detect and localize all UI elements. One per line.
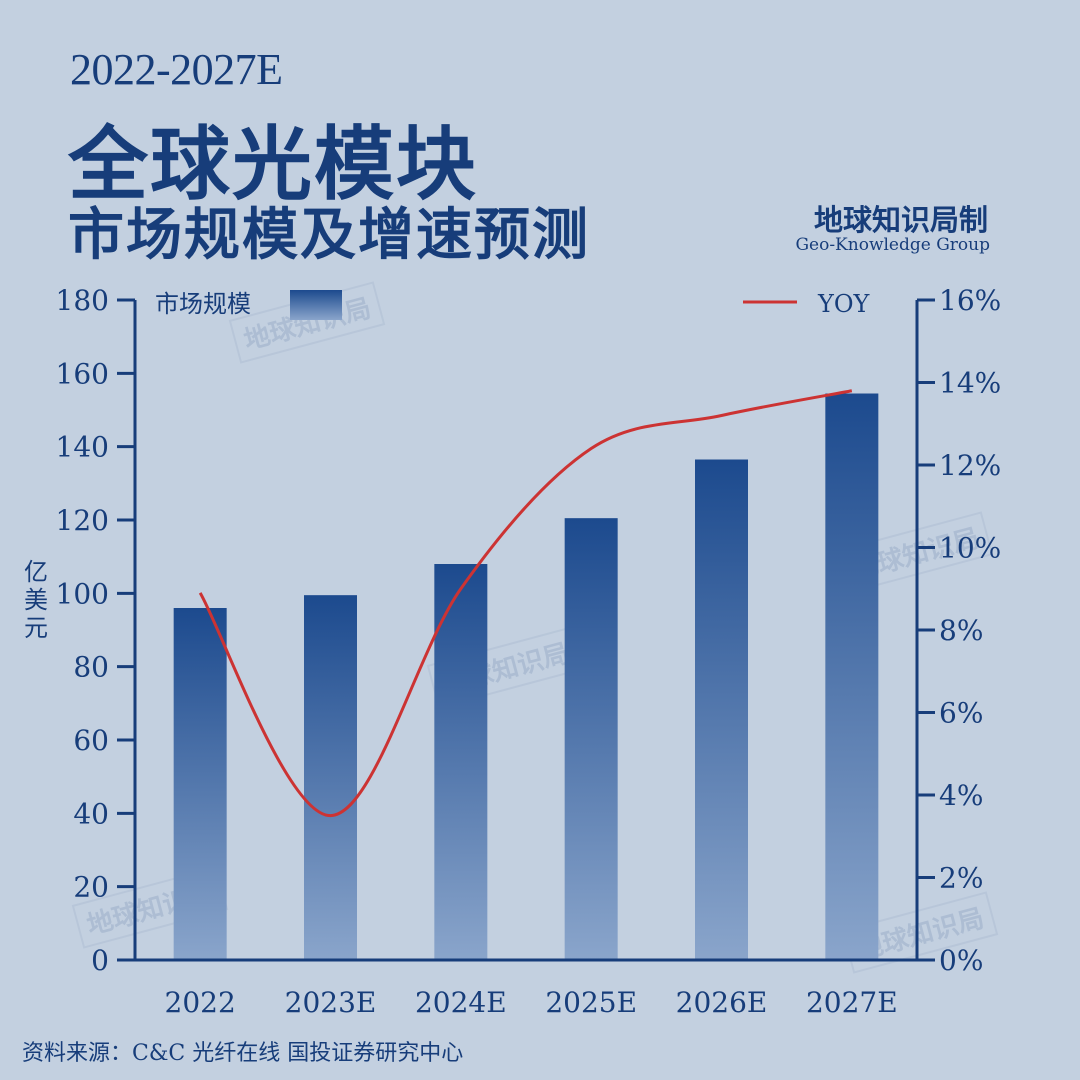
y2-tick-label: 4% (939, 779, 983, 812)
y2-tick-label: 8% (939, 614, 983, 647)
chart-title-main: 全球光模块 (68, 117, 478, 211)
x-tick-label: 2027E (806, 986, 898, 1019)
y-tick-label: 160 (56, 357, 109, 390)
bar-2024E (434, 564, 488, 960)
legend-line-label: YOY (817, 290, 871, 318)
bar-2023E (304, 595, 357, 960)
y-tick-label: 120 (56, 504, 109, 537)
brand-name-en: Geo-Knowledge Group (795, 235, 990, 255)
x-tick-label: 2026E (676, 986, 768, 1019)
bar-2022 (173, 608, 227, 960)
y2-tick-label: 10% (939, 532, 1001, 565)
y2-tick-label: 0% (939, 944, 983, 977)
y-tick-label: 80 (73, 651, 109, 684)
x-tick-label: 2022 (165, 986, 236, 1019)
x-tick-label: 2024E (415, 986, 507, 1019)
y-tick-label: 40 (73, 797, 109, 830)
chart-title-sub: 市场规模及增速预测 (68, 202, 590, 268)
y-tick-label: 0 (91, 944, 109, 977)
x-tick-label: 2025E (545, 986, 637, 1019)
y-tick-label: 140 (56, 431, 109, 464)
yoy-line (198, 389, 853, 818)
y-tick-label: 180 (56, 284, 109, 317)
y-axis-label: 亿美元 (24, 558, 48, 642)
y2-tick-label: 12% (939, 449, 1001, 482)
y2-tick-label: 2% (939, 862, 983, 895)
y2-tick-label: 14% (939, 367, 1001, 400)
source-note: 资料来源：C&C 光纤在线 国投证券研究中心 (22, 1041, 464, 1066)
y-tick-label: 20 (73, 871, 109, 904)
bar-2026E (695, 459, 748, 960)
brand-name-cn: 地球知识局制 (813, 203, 988, 237)
bar-2025E (564, 518, 618, 960)
bar-2027E (825, 393, 879, 960)
y-tick-label: 100 (56, 577, 109, 610)
x-tick-label: 2023E (285, 986, 377, 1019)
y2-tick-label: 6% (939, 697, 983, 730)
y-tick-label: 60 (73, 724, 109, 757)
y2-tick-label: 16% (939, 284, 1001, 317)
legend-bar-label: 市场规模 (155, 290, 251, 318)
chart-title-years: 2022-2027E (70, 45, 283, 94)
legend-bar-swatch (290, 290, 342, 320)
